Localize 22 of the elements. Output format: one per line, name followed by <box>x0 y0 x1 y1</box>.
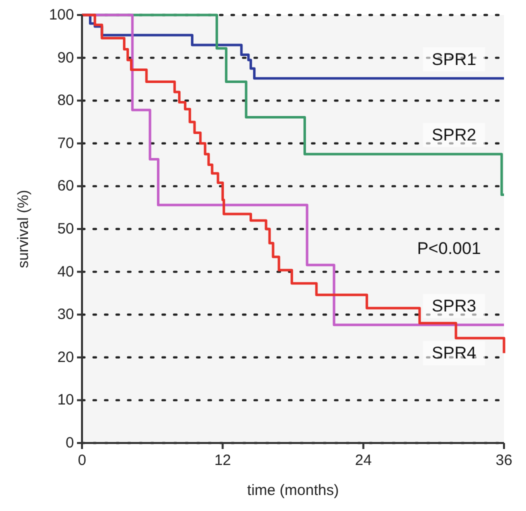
annotation: P<0.001 <box>417 238 481 258</box>
series-label: SPR1 <box>432 50 476 69</box>
y-tick-label: 60 <box>57 178 74 195</box>
y-axis-title: survival (%) <box>15 190 32 268</box>
y-tick-label: 90 <box>57 49 74 66</box>
y-tick-label: 0 <box>66 434 74 452</box>
y-tick-label: 40 <box>57 263 74 280</box>
x-tick-label: 24 <box>354 452 372 469</box>
y-tick-label: 20 <box>57 348 74 366</box>
x-tick-label: 0 <box>78 452 86 469</box>
series-label: SPR4 <box>432 344 476 363</box>
y-tick-label: 10 <box>57 392 74 409</box>
x-tick-label: 36 <box>496 452 512 469</box>
x-tick-label: 12 <box>214 452 232 469</box>
y-tick-label: 50 <box>57 220 74 238</box>
y-tick-label: 100 <box>48 6 74 24</box>
y-tick-label: 70 <box>57 134 74 152</box>
series-label: SPR3 <box>432 296 476 316</box>
x-axis-title: time (months) <box>247 482 339 499</box>
series-label: SPR2 <box>432 126 476 145</box>
y-tick-label: 80 <box>57 92 74 110</box>
y-tick-label: 30 <box>57 306 74 324</box>
